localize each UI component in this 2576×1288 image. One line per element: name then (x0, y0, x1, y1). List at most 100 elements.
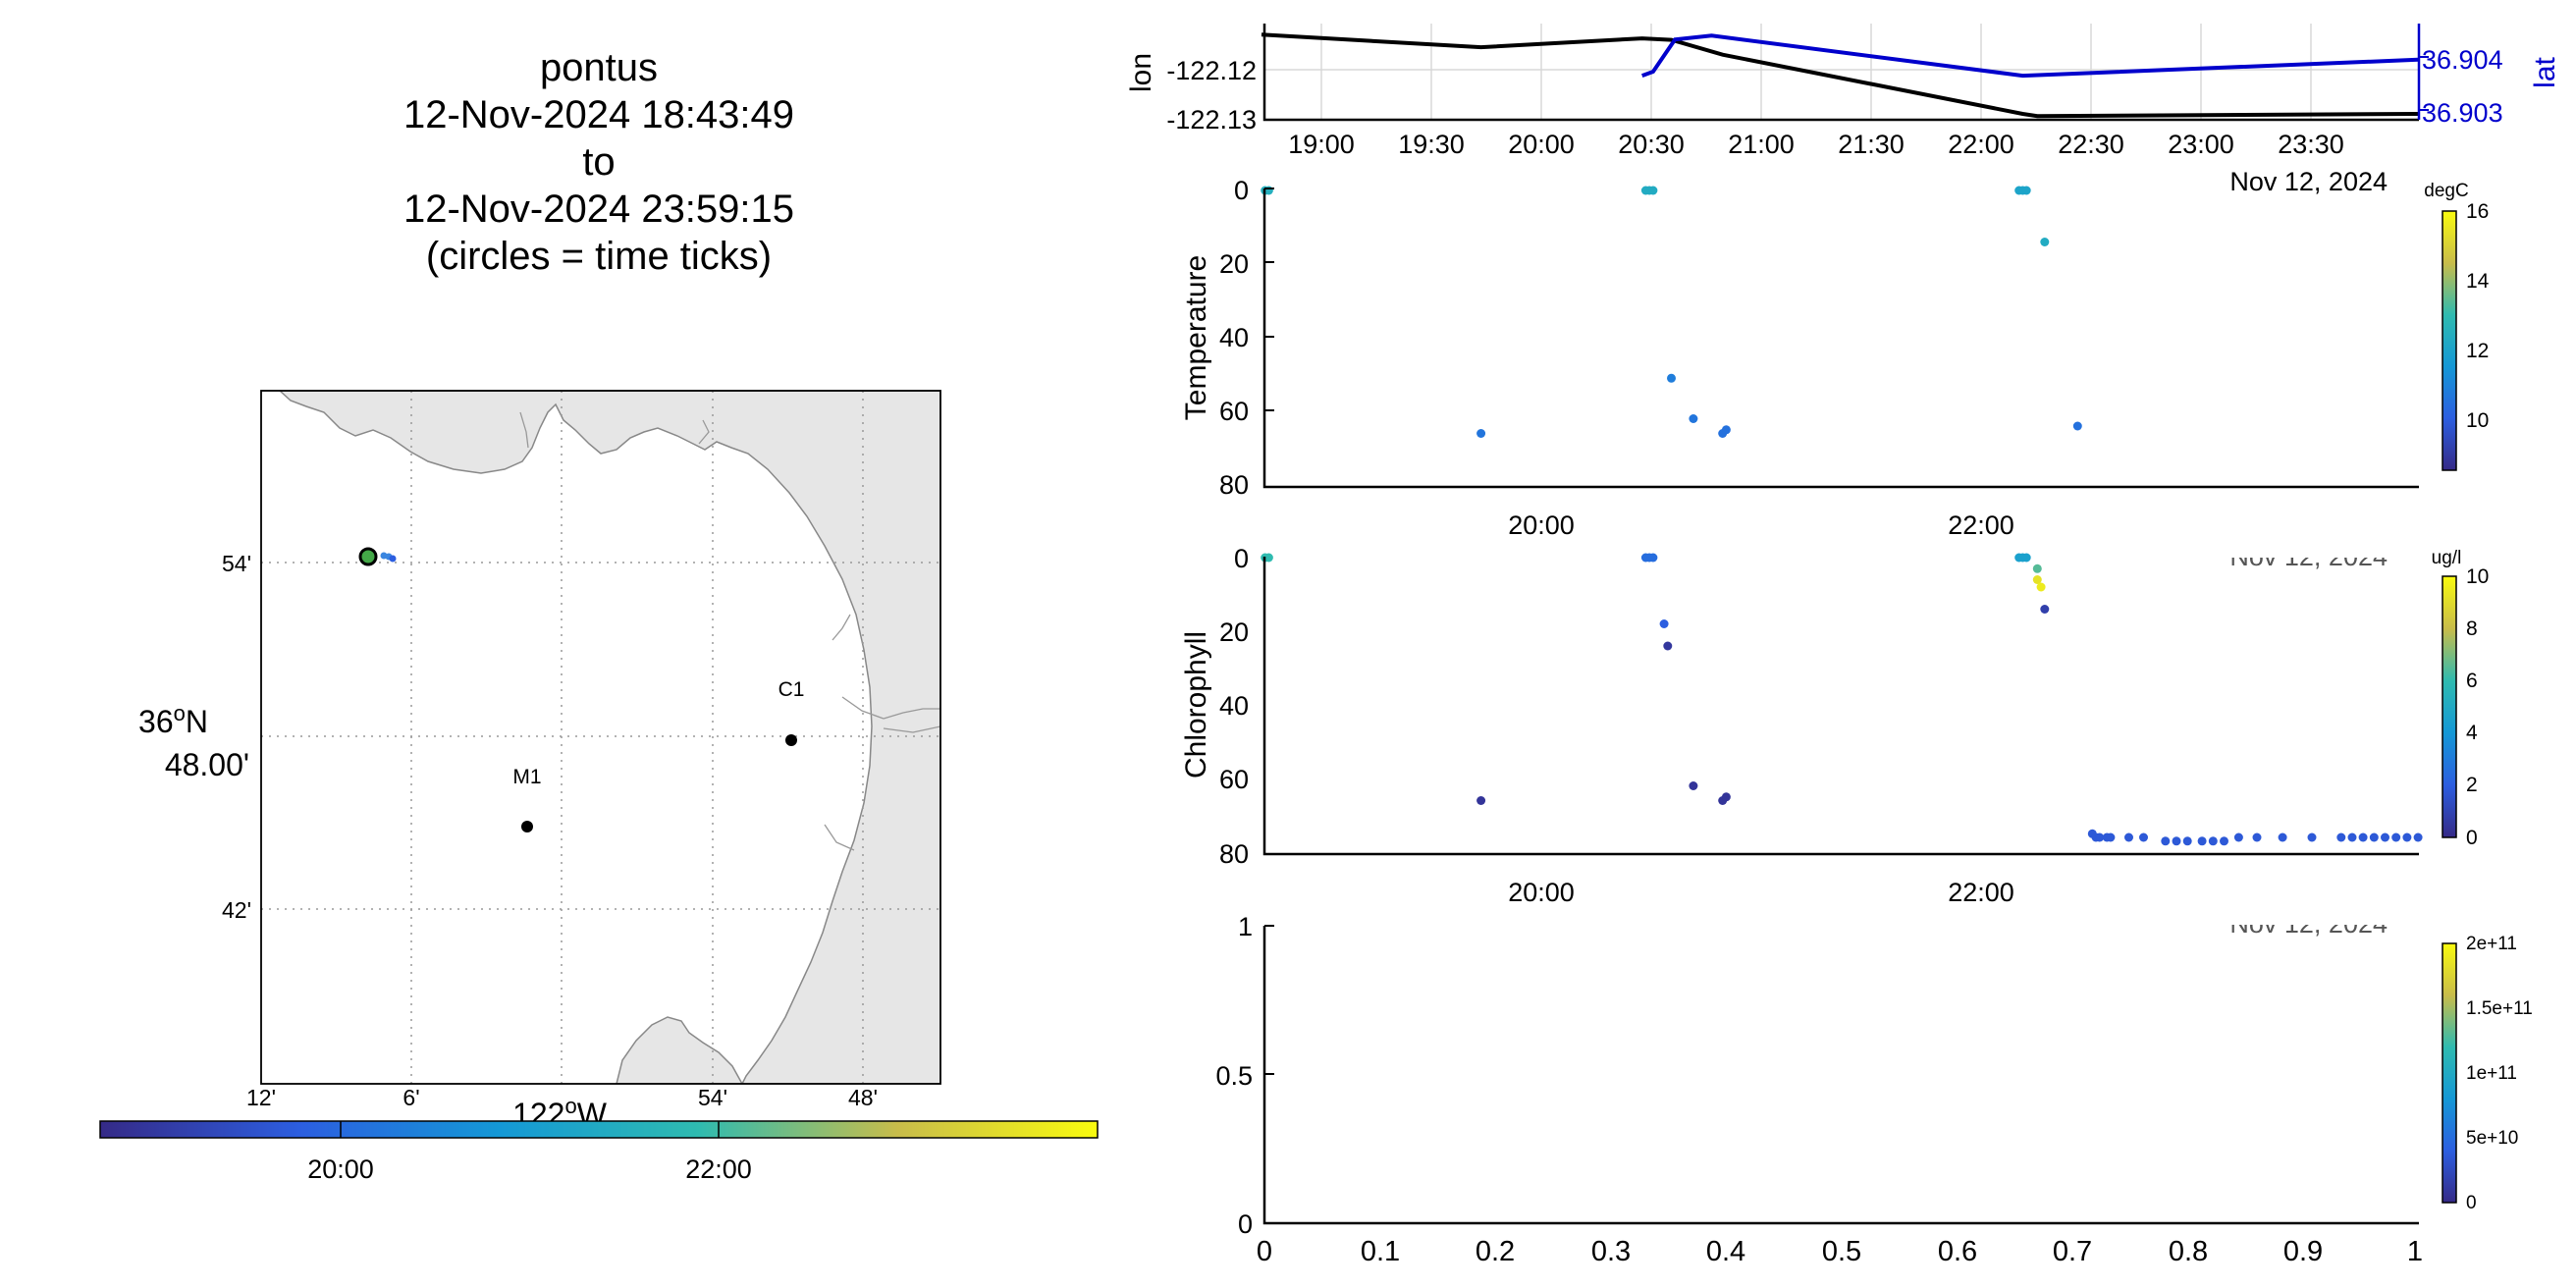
chl-ylabel: Chlorophyll (1180, 631, 1212, 778)
nav-xtick: 23:30 (2278, 130, 2344, 159)
data-point (2040, 238, 2050, 246)
data-point (2369, 832, 2379, 842)
empty-xtick: 0.7 (2053, 1236, 2092, 1267)
nav-xtick: 22:00 (1948, 130, 2014, 159)
empty-xtick: 0.1 (1361, 1236, 1400, 1267)
empty-ytick: 0 (1238, 1209, 1253, 1239)
station-c1-label: C1 (778, 678, 805, 701)
map-lat-center-min: 48.00' (165, 747, 249, 782)
data-point (1689, 781, 1698, 790)
data-point (2307, 832, 2317, 842)
data-point (2391, 832, 2401, 842)
empty-ytick: 0.5 (1215, 1061, 1253, 1091)
temp-colorbar-unit: degC (2424, 181, 2468, 201)
data-point (2161, 836, 2171, 846)
data-point (2182, 836, 2192, 846)
chl-ytick: 40 (1219, 691, 1249, 721)
chl-ytick: 0 (1234, 544, 1249, 573)
empty-colorbar-tick: 1e+11 (2466, 1063, 2517, 1084)
nav-date-label: Nov 12, 2024 (2229, 167, 2388, 196)
chl-ytick: 20 (1219, 617, 1249, 647)
empty-xticks: 0 0.1 0.2 0.3 0.4 0.5 0.6 0.7 0.8 0.9 1 (1257, 1236, 2423, 1267)
temp-ytick: 80 (1219, 470, 1249, 500)
nav-xtick: 23:00 (2168, 130, 2234, 159)
nav-lon-line (1261, 32, 2419, 119)
data-point (2021, 186, 2031, 195)
map-lat-tick-54: 54' (222, 551, 251, 576)
data-point (2032, 575, 2042, 584)
data-point (2381, 832, 2389, 842)
navigation-chart: -122.12 -122.13 36.904 36.903 lon lat 19… (1125, 24, 2561, 196)
land-north (278, 391, 940, 1084)
temp-colorbar-tick: 14 (2466, 270, 2490, 293)
empty-chart: Nov 12, 2024 1 0.5 0 0 0.1 0.2 0.3 0.4 0… (1215, 907, 2533, 1267)
map-lon-tick-6: 6' (402, 1085, 419, 1110)
data-point (1659, 619, 1669, 628)
title-vehicle: pontus (540, 46, 658, 89)
temp-ytick: 60 (1219, 397, 1249, 426)
data-point (2358, 832, 2368, 842)
nav-xtick: 19:30 (1398, 130, 1465, 159)
empty-colorbar-tick: 5e+10 (2466, 1128, 2518, 1149)
data-point (2208, 836, 2218, 846)
map-panel: 54' 42' 36oN 48.00' 12' 6' 54' 48' 122oW… (99, 390, 1099, 1184)
chl-axes (1262, 557, 2419, 856)
nav-ylabel-right: lat (2529, 56, 2561, 87)
data-point (2347, 832, 2357, 842)
title-block: pontus 12-Nov-2024 18:43:49 to 12-Nov-20… (403, 46, 794, 278)
track-point (389, 555, 397, 563)
temp-ylabel: Temperature (1180, 255, 1212, 420)
temp-colorbar (2442, 210, 2457, 471)
data-point (1721, 792, 1731, 802)
chl-colorbar-tick: 4 (2466, 722, 2478, 744)
data-point (2197, 836, 2207, 846)
nav-xtick: 21:00 (1728, 130, 1795, 159)
empty-yticks: 1 0.5 0 (1215, 912, 1253, 1239)
data-point (1721, 425, 1731, 435)
chlorophyll-chart: Nov 12, 2024 0 20 40 60 80 Chlorophyll 2… (1180, 540, 2489, 907)
empty-xtick: 0 (1257, 1236, 1272, 1267)
nav-ytick-left: -122.12 (1166, 56, 1257, 85)
map-lat-center-deg: 36oN (138, 701, 208, 739)
chl-colorbar-tick: 0 (2466, 827, 2478, 849)
data-point (2072, 421, 2082, 431)
empty-colorbar-tick: 1.5e+11 (2466, 998, 2533, 1019)
chl-xtick: 20:00 (1508, 878, 1575, 907)
empty-xtick: 0.5 (1822, 1236, 1861, 1267)
map-frame (260, 390, 941, 1085)
data-point (2021, 553, 2031, 563)
title-note: (circles = time ticks) (426, 235, 772, 278)
chl-yticks: 0 20 40 60 80 (1219, 544, 1249, 869)
chl-colorbar-tick: 6 (2466, 670, 2478, 692)
data-point (1663, 641, 1673, 651)
data-point (1667, 373, 1676, 383)
data-point (2278, 832, 2287, 842)
empty-xtick: 0.8 (2169, 1236, 2208, 1267)
empty-axes (1262, 926, 2419, 1225)
station-m1-label: M1 (512, 766, 541, 788)
data-point (2172, 836, 2181, 846)
map-grid (261, 391, 940, 1084)
temp-xtick: 22:00 (1948, 510, 2014, 540)
nav-xtick: 21:30 (1838, 130, 1905, 159)
map-lon-tick-54: 54' (698, 1085, 727, 1110)
temp-ytick: 0 (1234, 176, 1249, 205)
empty-xtick: 0.6 (1938, 1236, 1977, 1267)
time-colorbar-tick: 20:00 (307, 1154, 374, 1184)
title-to: to (582, 140, 615, 184)
nav-xticks: 19:00 19:30 20:00 20:30 21:00 21:30 22:0… (1288, 130, 2344, 159)
temp-colorbar-tick: 10 (2466, 409, 2489, 432)
map-lat-tick-42: 42' (222, 897, 251, 923)
coast-rivers (519, 411, 940, 851)
data-point (2036, 582, 2046, 592)
chl-colorbar-ticks: 10 8 6 4 2 0 (2466, 565, 2489, 849)
map-lon-tick-48: 48' (848, 1085, 878, 1110)
empty-xtick: 0.3 (1591, 1236, 1631, 1267)
data-point (2252, 832, 2262, 842)
data-point (2233, 832, 2243, 842)
nav-ylabel-left: lon (1125, 53, 1157, 92)
nav-xtick: 19:00 (1288, 130, 1355, 159)
map-lon-tick-12: 12' (246, 1085, 276, 1110)
empty-xtick: 0.2 (1476, 1236, 1515, 1267)
chl-colorbar (2442, 575, 2457, 838)
